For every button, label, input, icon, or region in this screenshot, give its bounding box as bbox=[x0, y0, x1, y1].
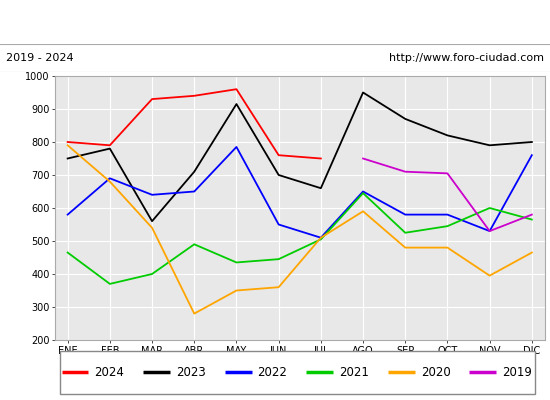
Text: 2022: 2022 bbox=[257, 366, 287, 378]
Text: 2023: 2023 bbox=[176, 366, 206, 378]
Text: 2021: 2021 bbox=[339, 366, 369, 378]
FancyBboxPatch shape bbox=[60, 351, 535, 394]
Text: 2020: 2020 bbox=[421, 366, 450, 378]
Text: 2024: 2024 bbox=[94, 366, 124, 378]
Text: Evolucion Nº Turistas Extranjeros en el municipio de Andújar: Evolucion Nº Turistas Extranjeros en el … bbox=[73, 16, 477, 28]
Text: http://www.foro-ciudad.com: http://www.foro-ciudad.com bbox=[389, 53, 544, 63]
Text: 2019: 2019 bbox=[502, 366, 532, 378]
Text: 2019 - 2024: 2019 - 2024 bbox=[6, 53, 73, 63]
